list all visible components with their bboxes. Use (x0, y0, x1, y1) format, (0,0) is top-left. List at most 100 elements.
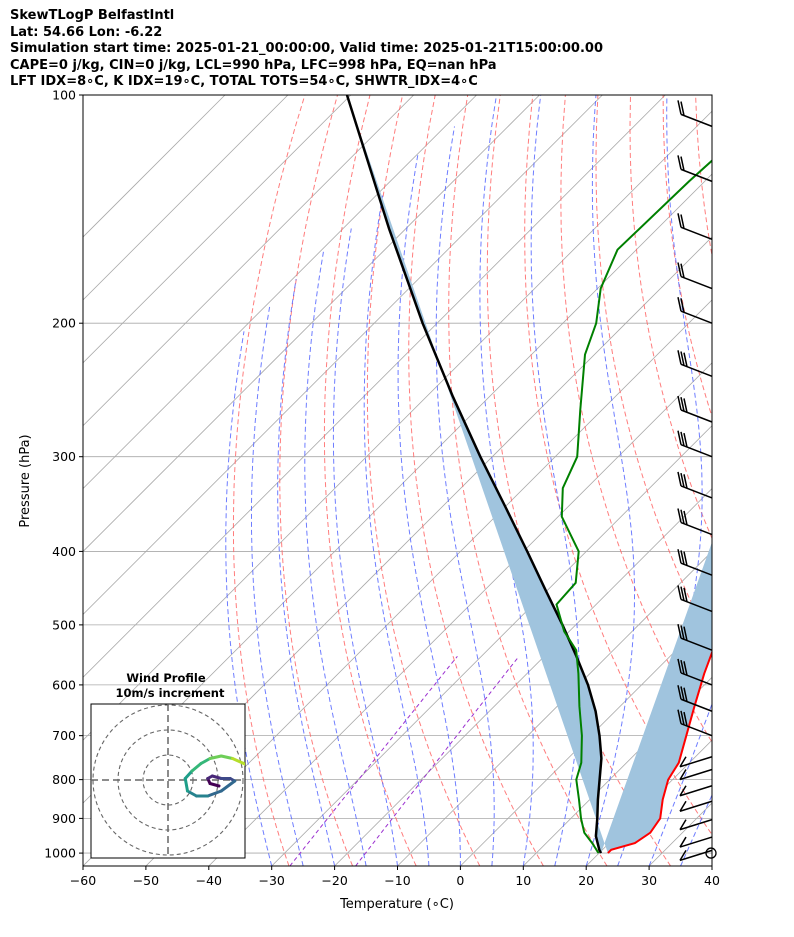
dry-adiabat-line (448, 95, 608, 866)
y-tick-label: 800 (52, 772, 76, 787)
hodograph-trace (206, 789, 223, 798)
wind-barb-flag (680, 686, 685, 701)
wind-barb-flag (680, 550, 685, 565)
y-tick-label: 1000 (44, 846, 76, 861)
title-cape-line: CAPE=0 j/kg, CIN=0 j/kg, LCL=990 hPa, LF… (10, 57, 497, 73)
y-axis-label: Pressure (hPa) (18, 434, 33, 527)
wind-barb-flag (677, 350, 682, 365)
wind-barb-flag (679, 819, 687, 831)
wind-barb (677, 430, 713, 458)
y-tick-label: 200 (52, 316, 76, 331)
isotherm-line (83, 95, 540, 553)
wind-barb-flag (677, 395, 682, 411)
wind-barb-flag (683, 661, 688, 676)
moist-adiabat-line (225, 331, 273, 866)
y-tick-label: 400 (52, 544, 76, 559)
wind-barb-staff (680, 226, 713, 240)
wind-barb (679, 768, 713, 781)
moist-adiabat-line (304, 249, 367, 866)
inset-subtitle: 10m/s increment (116, 686, 225, 700)
wind-barb-flag (677, 549, 682, 564)
dry-adiabat-line (761, 95, 794, 866)
hodograph-trace (219, 754, 234, 760)
hodograph-inset: Wind Profile 10m/s increment (90, 671, 246, 859)
title-station: SkewTLogP BelfastIntl (10, 8, 175, 23)
wind-barb-flag (683, 687, 688, 702)
dry-adiabat-line (323, 95, 417, 866)
hodograph-trace (208, 754, 223, 760)
isotherm-line (334, 488, 712, 866)
wind-barb-flag (680, 659, 685, 675)
wind-barb-staff (680, 275, 713, 290)
isotherm-line (83, 95, 414, 427)
wind-barb (677, 471, 713, 499)
wind-barb-flag (680, 156, 685, 171)
wind-barb (677, 508, 713, 536)
isotherm-line (83, 95, 603, 615)
x-tick-label: 10 (515, 873, 531, 888)
title-time: Simulation start time: 2025-01-21_00:00:… (10, 41, 603, 57)
wind-barb-flag (679, 836, 687, 848)
wind-barb (677, 100, 713, 128)
wind-barb-flag (680, 509, 685, 524)
dry-adiabat-line (279, 95, 354, 866)
wind-barb (677, 585, 713, 613)
moist-adiabat-line (363, 193, 430, 866)
moist-adiabat-line (479, 95, 534, 866)
wind-barb-flag (677, 100, 682, 115)
wind-barb-staff (679, 756, 713, 768)
x-tick-label: −20 (321, 873, 347, 888)
dewpoint-line (555, 159, 712, 854)
moist-adiabat-line (435, 126, 495, 866)
wind-barb (679, 818, 713, 831)
x-tick-label: 40 (704, 873, 720, 888)
title-indices-line: LFT IDX=8∘C, K IDX=19∘C, TOTAL TOTS=54∘C… (10, 74, 478, 90)
wind-barb-flag (680, 586, 685, 601)
x-tick-label: −30 (259, 873, 285, 888)
wind-barb (677, 658, 713, 686)
isotherm-line (775, 95, 794, 866)
x-tick-label: 20 (578, 873, 594, 888)
hodograph-trace (231, 757, 245, 765)
hodograph-trace (199, 757, 212, 765)
dry-adiabat-line (595, 95, 712, 646)
hodograph-trace (208, 782, 221, 788)
wind-barb (677, 624, 713, 651)
wind-barb-flag (677, 508, 682, 523)
y-tick-label: 300 (52, 449, 76, 464)
wind-barb-flag (677, 585, 682, 600)
isotherm-line (83, 95, 226, 238)
wind-barb-flag (680, 298, 685, 313)
moist-adiabat-line (680, 793, 712, 866)
wind-barb (677, 262, 713, 290)
wind-barb (677, 395, 713, 423)
wind-barb (677, 549, 713, 576)
wind-barb-flag (680, 101, 685, 116)
moist-adiabat-line (711, 864, 712, 866)
wind-barb-flag (680, 263, 685, 278)
wind-barb-flag (683, 398, 688, 413)
hodograph-trace (190, 762, 203, 773)
y-tick-label: 900 (52, 811, 76, 826)
wind-barb-flag (683, 587, 688, 602)
isotherm-line (397, 550, 712, 866)
chart-title: SkewTLogP BelfastIntl Lat: 54.66 Lon: -6… (10, 8, 603, 91)
wind-barb-flag (679, 769, 687, 780)
wind-barb-flag (677, 658, 682, 674)
wind-barb-staff (679, 818, 713, 831)
wind-barb-staff (680, 113, 713, 128)
dry-adiabat-line (366, 95, 481, 866)
wind-barb (677, 709, 713, 737)
moist-adiabat-line (744, 95, 794, 866)
hodograph-trace (219, 779, 237, 793)
wind-barb (677, 213, 713, 240)
wind-barb-flag (677, 471, 682, 487)
moist-adiabat-line (277, 279, 336, 866)
dry-adiabat-line (728, 95, 794, 866)
wind-barb-flag (683, 510, 688, 526)
isotherm-line (711, 865, 712, 866)
wind-barb-flag (677, 297, 682, 312)
wind-barb-flag (677, 430, 682, 445)
wind-barb-staff (680, 168, 713, 183)
wind-barb-staff (679, 836, 713, 848)
